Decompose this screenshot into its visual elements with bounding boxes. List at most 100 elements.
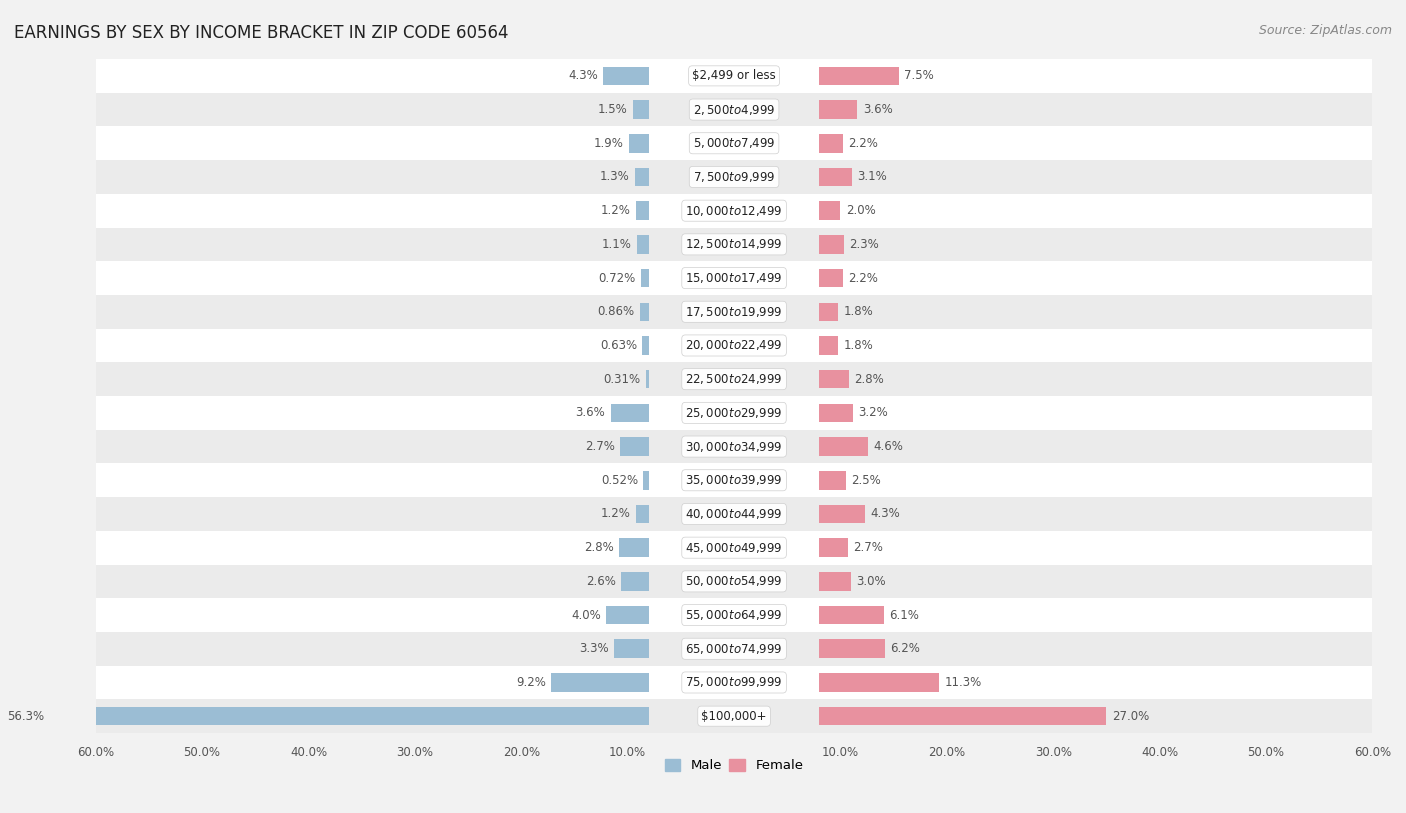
Text: $30,000 to $34,999: $30,000 to $34,999 bbox=[685, 440, 783, 454]
Text: $12,500 to $14,999: $12,500 to $14,999 bbox=[685, 237, 783, 251]
Bar bbox=[96, 228, 1372, 261]
Bar bbox=[820, 370, 849, 389]
Bar bbox=[820, 302, 838, 321]
Text: 2.7%: 2.7% bbox=[585, 440, 614, 453]
Text: 3.2%: 3.2% bbox=[859, 406, 889, 420]
Text: 1.1%: 1.1% bbox=[602, 238, 631, 251]
Bar bbox=[636, 167, 650, 186]
Bar bbox=[614, 640, 650, 658]
Text: $15,000 to $17,499: $15,000 to $17,499 bbox=[685, 271, 783, 285]
Text: 3.1%: 3.1% bbox=[858, 171, 887, 184]
Bar bbox=[820, 100, 858, 119]
Text: 1.9%: 1.9% bbox=[593, 137, 623, 150]
Text: 3.6%: 3.6% bbox=[863, 103, 893, 116]
Bar bbox=[96, 93, 1372, 126]
Text: $22,500 to $24,999: $22,500 to $24,999 bbox=[685, 372, 783, 386]
Bar bbox=[96, 463, 1372, 497]
Text: 3.0%: 3.0% bbox=[856, 575, 886, 588]
Text: 56.3%: 56.3% bbox=[7, 710, 45, 723]
Bar bbox=[820, 606, 884, 624]
Text: 6.2%: 6.2% bbox=[890, 642, 921, 655]
Text: $40,000 to $44,999: $40,000 to $44,999 bbox=[685, 507, 783, 521]
Text: 3.6%: 3.6% bbox=[575, 406, 606, 420]
Bar bbox=[96, 295, 1372, 328]
Text: 4.0%: 4.0% bbox=[571, 609, 602, 622]
Text: 2.6%: 2.6% bbox=[586, 575, 616, 588]
Text: 2.5%: 2.5% bbox=[851, 474, 880, 487]
Text: $20,000 to $22,499: $20,000 to $22,499 bbox=[685, 338, 783, 353]
Bar bbox=[820, 673, 939, 692]
Bar bbox=[610, 403, 650, 422]
Text: 0.72%: 0.72% bbox=[599, 272, 636, 285]
Bar bbox=[620, 437, 650, 456]
Text: $35,000 to $39,999: $35,000 to $39,999 bbox=[685, 473, 783, 487]
Bar bbox=[96, 531, 1372, 564]
Text: 1.2%: 1.2% bbox=[600, 204, 631, 217]
Text: 1.8%: 1.8% bbox=[844, 305, 873, 318]
Text: 2.3%: 2.3% bbox=[849, 238, 879, 251]
Text: 0.31%: 0.31% bbox=[603, 372, 640, 385]
Bar bbox=[96, 160, 1372, 193]
Text: 1.8%: 1.8% bbox=[844, 339, 873, 352]
Bar bbox=[96, 430, 1372, 463]
Text: $10,000 to $12,499: $10,000 to $12,499 bbox=[685, 204, 783, 218]
Text: 2.0%: 2.0% bbox=[846, 204, 876, 217]
Text: 6.1%: 6.1% bbox=[890, 609, 920, 622]
Bar bbox=[619, 538, 650, 557]
Text: $55,000 to $64,999: $55,000 to $64,999 bbox=[685, 608, 783, 622]
Bar bbox=[820, 572, 851, 590]
Text: $17,500 to $19,999: $17,500 to $19,999 bbox=[685, 305, 783, 319]
Bar bbox=[96, 396, 1372, 430]
Text: 0.52%: 0.52% bbox=[600, 474, 638, 487]
Text: 0.86%: 0.86% bbox=[598, 305, 634, 318]
Bar bbox=[820, 505, 865, 524]
Bar bbox=[820, 134, 842, 153]
Text: 0.63%: 0.63% bbox=[600, 339, 637, 352]
Bar bbox=[820, 202, 841, 220]
Bar bbox=[628, 134, 650, 153]
Text: $5,000 to $7,499: $5,000 to $7,499 bbox=[693, 137, 775, 150]
Bar bbox=[820, 640, 886, 658]
Bar bbox=[643, 337, 650, 354]
Text: 2.7%: 2.7% bbox=[853, 541, 883, 554]
Text: 2.8%: 2.8% bbox=[583, 541, 614, 554]
Text: $45,000 to $49,999: $45,000 to $49,999 bbox=[685, 541, 783, 554]
Bar bbox=[820, 403, 853, 422]
Bar bbox=[820, 67, 898, 85]
Text: 1.5%: 1.5% bbox=[598, 103, 627, 116]
Text: $7,500 to $9,999: $7,500 to $9,999 bbox=[693, 170, 775, 184]
Text: $75,000 to $99,999: $75,000 to $99,999 bbox=[685, 676, 783, 689]
Bar bbox=[621, 572, 650, 590]
Text: 3.3%: 3.3% bbox=[579, 642, 609, 655]
Bar bbox=[96, 328, 1372, 363]
Text: 4.6%: 4.6% bbox=[873, 440, 903, 453]
Text: 2.2%: 2.2% bbox=[848, 137, 877, 150]
Bar bbox=[820, 269, 842, 287]
Bar bbox=[51, 706, 650, 725]
Bar bbox=[820, 337, 838, 354]
Bar bbox=[96, 564, 1372, 598]
Bar bbox=[96, 497, 1372, 531]
Bar bbox=[96, 598, 1372, 632]
Text: $65,000 to $74,999: $65,000 to $74,999 bbox=[685, 641, 783, 656]
Bar bbox=[820, 471, 846, 489]
Bar bbox=[820, 167, 852, 186]
Bar bbox=[96, 363, 1372, 396]
Text: EARNINGS BY SEX BY INCOME BRACKET IN ZIP CODE 60564: EARNINGS BY SEX BY INCOME BRACKET IN ZIP… bbox=[14, 24, 509, 42]
Bar bbox=[640, 302, 650, 321]
Bar bbox=[96, 666, 1372, 699]
Bar bbox=[636, 505, 650, 524]
Legend: Male, Female: Male, Female bbox=[659, 754, 808, 777]
Text: 27.0%: 27.0% bbox=[1112, 710, 1149, 723]
Text: 7.5%: 7.5% bbox=[904, 69, 934, 82]
Text: 1.2%: 1.2% bbox=[600, 507, 631, 520]
Bar bbox=[96, 632, 1372, 666]
Text: $2,499 or less: $2,499 or less bbox=[692, 69, 776, 82]
Text: 2.8%: 2.8% bbox=[855, 372, 884, 385]
Text: 4.3%: 4.3% bbox=[568, 69, 598, 82]
Text: Source: ZipAtlas.com: Source: ZipAtlas.com bbox=[1258, 24, 1392, 37]
Text: 1.3%: 1.3% bbox=[600, 171, 630, 184]
Bar bbox=[606, 606, 650, 624]
Bar bbox=[633, 100, 650, 119]
Text: 4.3%: 4.3% bbox=[870, 507, 900, 520]
